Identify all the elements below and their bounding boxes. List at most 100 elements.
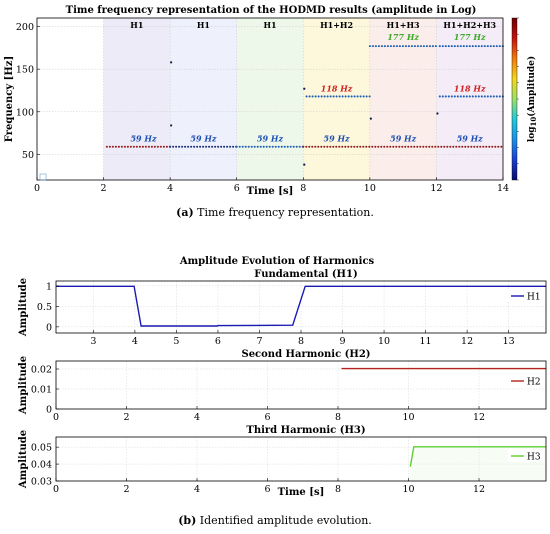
tf-point: [156, 145, 159, 148]
tf-point: [223, 145, 226, 148]
tf-point: [211, 145, 214, 148]
tf-point: [389, 145, 392, 148]
x-tick-label: 10: [402, 412, 414, 423]
tf-point: [332, 145, 335, 148]
y-tick-label: 0.02: [31, 365, 52, 376]
segment-band: [170, 18, 237, 180]
y-tick-label: 0.04: [31, 460, 52, 471]
tf-point: [473, 145, 476, 148]
segment-label: H1+H2: [320, 20, 353, 30]
tf-point: [295, 145, 298, 148]
tf-point: [455, 145, 458, 148]
tf-point: [126, 145, 129, 148]
tf-point: [162, 145, 165, 148]
plot-frame: [55, 360, 547, 410]
y-tick-label: 1: [46, 281, 52, 292]
tf-point: [280, 145, 283, 148]
tf-point: [350, 145, 353, 148]
tf-point: [438, 95, 441, 98]
tf-point: [467, 145, 470, 148]
x-tick-label: 12: [473, 412, 485, 423]
tf-point: [114, 145, 117, 148]
tf-point: [175, 145, 178, 148]
freq-annotation: 59 Hz: [457, 134, 483, 144]
tf-point: [335, 95, 338, 98]
tf-point: [437, 145, 440, 148]
tf-point: [440, 145, 443, 148]
y-tick-label: 200: [16, 22, 34, 33]
tf-point: [335, 145, 338, 148]
tf-point: [311, 95, 314, 98]
tf-point: [205, 145, 208, 148]
tf-point: [456, 95, 459, 98]
segment-label: H1: [130, 20, 143, 30]
tf-point: [428, 45, 431, 48]
x-tick-label: 12: [461, 336, 473, 347]
tf-point: [407, 145, 410, 148]
tf-point: [479, 145, 482, 148]
tf-point: [444, 95, 447, 98]
tf-point: [305, 95, 308, 98]
tf-point: [111, 145, 114, 148]
plot-area: [56, 281, 546, 333]
tf-point: [374, 145, 377, 148]
segment-label: H1: [263, 20, 276, 30]
plot-frame: [55, 436, 547, 482]
tf-point: [425, 145, 428, 148]
h2-panel: Second Harmonic (H2) 0 2 4 6 8 10 12 0 0.01 0.02Am…: [18, 349, 547, 423]
x-tick-label: 0: [53, 412, 59, 423]
segment-band: [436, 18, 503, 180]
tf-point: [169, 145, 172, 148]
tf-point: [178, 145, 181, 148]
x-tick-label: 2: [101, 183, 107, 194]
tf-outlier-point: [170, 61, 173, 64]
tf-point: [368, 45, 371, 48]
tf-point: [392, 45, 395, 48]
freq-annotation: 118 Hz: [454, 83, 486, 93]
tf-point: [317, 95, 320, 98]
tf-point: [398, 145, 401, 148]
tf-point: [259, 145, 262, 148]
h1-panel: Fundamental (H1) 3 4 5 6 7 8 9 10 11 12 13 0 0.5 1 Ampl…: [18, 269, 547, 347]
subplot-title: Third Harmonic (H3): [246, 425, 365, 436]
x-tick-label: 4: [194, 484, 200, 495]
tf-point: [265, 145, 268, 148]
colorbar: [511, 17, 518, 181]
y-tick-label: 0.01: [31, 385, 52, 396]
tf-point: [323, 95, 326, 98]
tf-point: [253, 145, 256, 148]
tf-point: [320, 145, 323, 148]
tf-point: [497, 145, 500, 148]
tf-point: [350, 95, 353, 98]
segment-band: [236, 18, 304, 180]
legend-label: H2: [527, 378, 541, 388]
tf-point: [483, 95, 486, 98]
tf-point: [153, 145, 156, 148]
tf-point: [184, 145, 187, 148]
x-tick-label: 10: [402, 484, 414, 495]
tf-point: [410, 45, 413, 48]
tf-point: [196, 145, 199, 148]
tf-point: [468, 95, 471, 98]
x-tick-label: 5: [173, 336, 179, 347]
tf-point: [120, 145, 123, 148]
tf-point: [377, 45, 380, 48]
tf-outlier-point: [170, 124, 173, 127]
x-tick-label: 2: [123, 412, 129, 423]
tf-point: [410, 145, 413, 148]
tf-point: [159, 145, 162, 148]
tf-point: [398, 45, 401, 48]
tf-point: [465, 95, 468, 98]
tf-point: [262, 145, 265, 148]
tf-point: [425, 45, 428, 48]
x-tick-label: 13: [503, 336, 515, 347]
y-tick-label: 0.03: [31, 477, 52, 488]
tf-point: [461, 145, 464, 148]
tf-point: [449, 145, 452, 148]
tf-point: [283, 145, 286, 148]
tf-point: [368, 95, 371, 98]
tf-point: [441, 95, 444, 98]
subplot-title: Fundamental (H1): [254, 269, 357, 280]
tf-point: [416, 145, 419, 148]
